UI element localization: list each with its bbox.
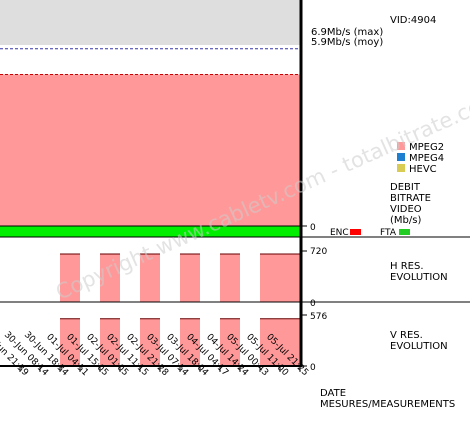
hres-segment	[140, 254, 160, 302]
hres-title-line-1: H RES.	[390, 261, 424, 272]
hres-zero-label: 0	[310, 299, 316, 309]
hres-segment	[60, 254, 80, 302]
bitrate-area-mpeg2	[0, 74, 300, 227]
x-axis-label-line-1: DATE	[320, 388, 346, 399]
bitrate-title-line-3: VIDEO	[390, 204, 422, 215]
vres-title-line-1: V RES.	[390, 330, 423, 341]
vres-segment	[260, 318, 300, 366]
enc-label: ENC	[330, 228, 349, 238]
avg-bitrate-label: 5.9Mb/s (moy)	[311, 37, 383, 48]
legend: MPEG2 MPEG4 HEVC	[397, 142, 444, 175]
legend-label-hevc: HEVC	[409, 164, 437, 175]
hres-segment	[100, 254, 120, 302]
legend-swatch-mpeg4	[397, 153, 405, 161]
fta-indicator	[399, 229, 410, 235]
bitrate-zero-label: 0	[310, 223, 316, 233]
vres-segment	[140, 318, 160, 366]
hres-bars	[60, 253, 300, 302]
vres-top-label: 576	[310, 312, 327, 322]
vres-title-line-2: EVOLUTION	[390, 341, 448, 352]
bitrate-title-line-4: (Mb/s)	[390, 215, 421, 226]
vres-segment	[100, 318, 120, 366]
vres-bars	[60, 318, 300, 366]
max-bitrate-label: 6.9Mb/s (max)	[311, 27, 383, 38]
bitrate-title-line-2: BITRATE	[390, 193, 431, 204]
vres-zero-label: 0	[310, 363, 316, 373]
legend-label-mpeg4: MPEG4	[409, 153, 444, 164]
legend-label-mpeg2: MPEG2	[409, 142, 444, 153]
x-axis-label-line-2: MESURES/MEASUREMENTS	[320, 399, 455, 410]
fta-label: FTA	[380, 228, 397, 238]
bitrate-headroom	[0, 0, 300, 45]
bitrate-title-line-1: DEBIT	[390, 182, 421, 193]
fta-status-bar	[0, 226, 300, 237]
legend-swatch-mpeg2	[397, 142, 405, 150]
hres-segment	[220, 254, 240, 302]
vres-segment	[180, 318, 200, 366]
legend-swatch-hevc	[397, 164, 405, 172]
vres-segment	[220, 318, 240, 366]
vid-label: VID:4904	[390, 15, 436, 26]
enc-indicator	[350, 229, 361, 235]
hres-segment	[260, 254, 300, 302]
hres-segment	[180, 254, 200, 302]
hres-top-label: 720	[310, 247, 327, 257]
vres-segment	[60, 318, 80, 366]
hres-title-line-2: EVOLUTION	[390, 272, 448, 283]
